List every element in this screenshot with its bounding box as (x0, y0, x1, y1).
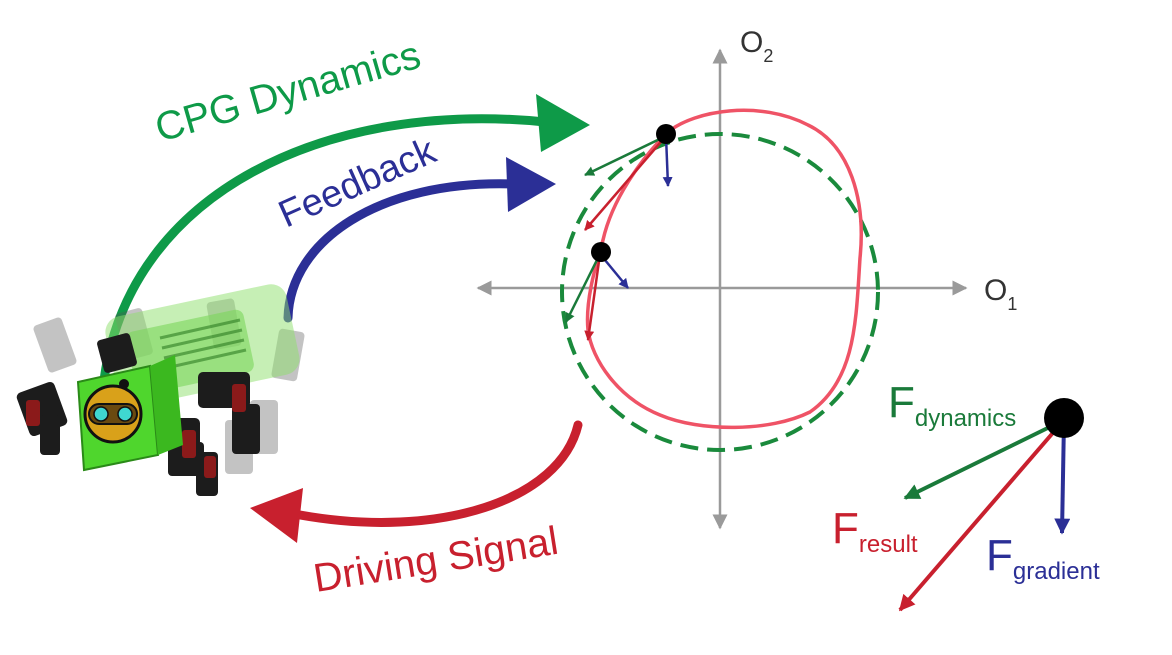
feedback-arrow (283, 179, 517, 323)
legend-dynamics-arrow (903, 418, 1065, 500)
upper-gradient-arrow (662, 135, 673, 187)
legend-point-dot (1044, 398, 1084, 438)
hexapod-robot-icon (16, 284, 305, 496)
reference-limit-cycle (560, 132, 880, 452)
label-f-dynamics: Fdynamics (888, 378, 1016, 432)
lower-dynamics-arrow (564, 253, 602, 323)
legend-gradient-arrow (1054, 419, 1071, 535)
modulated-limit-cycle (585, 108, 863, 430)
upper-dynamics-arrow (584, 134, 667, 177)
label-f-result: Fresult (832, 504, 918, 558)
upper-point-dot (656, 124, 676, 144)
o1-axis-label: O1 (984, 274, 1017, 314)
lower-state-point (564, 242, 629, 341)
driving-signal-arrow (295, 420, 583, 527)
force-legend: Fdynamics Fresult Fgradient (832, 378, 1100, 612)
lower-result-arrow (584, 253, 602, 341)
lower-point-dot (591, 242, 611, 262)
upper-state-point (584, 124, 676, 231)
cpg-dynamics-label: CPG Dynamics (150, 33, 425, 151)
driving-signal-arrowhead (250, 488, 303, 543)
feedback-arrowhead (506, 157, 556, 212)
legend-result-arrow (898, 418, 1066, 612)
cpg-dynamics-arrowhead (536, 94, 590, 152)
cpg-dynamics-arrow (99, 114, 550, 385)
o2-axis-label: O2 (740, 26, 773, 66)
upper-result-arrow (584, 135, 667, 231)
label-f-gradient: Fgradient (986, 531, 1100, 585)
phase-axes: O2 O1 (476, 26, 1017, 530)
driving-signal-label: Driving Signal (311, 519, 562, 601)
